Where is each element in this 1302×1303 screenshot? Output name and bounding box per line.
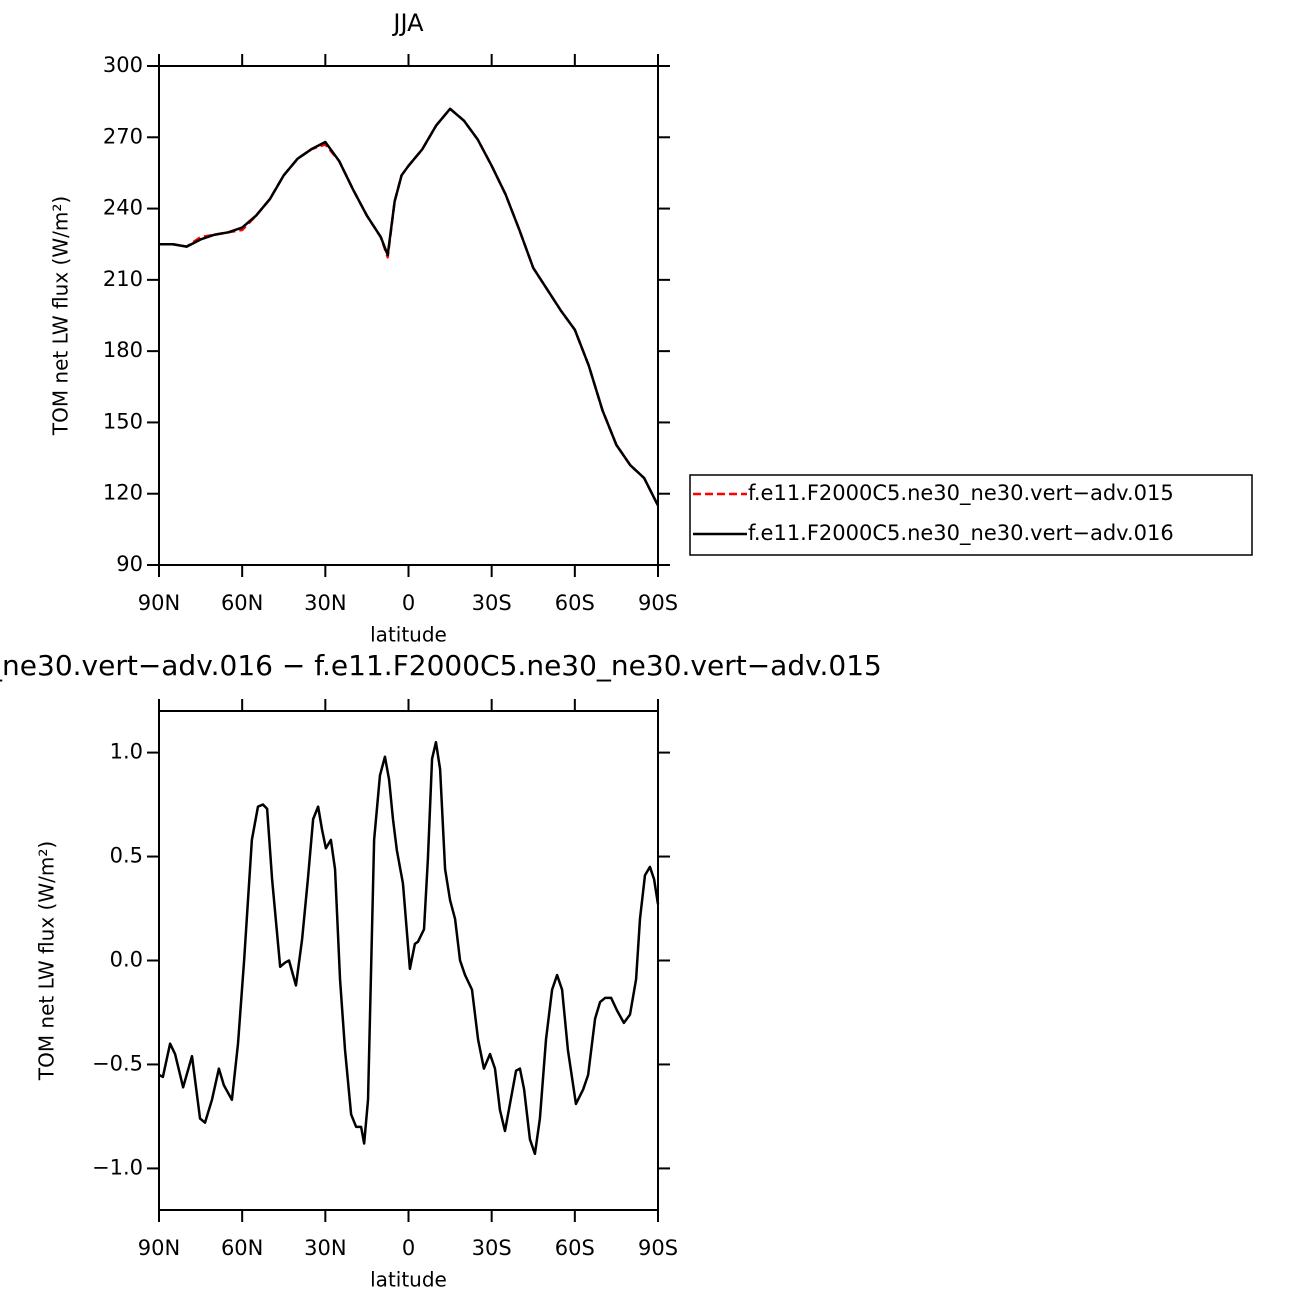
x-axis-label: latitude [370, 623, 447, 647]
chart-title: JJA [391, 9, 424, 37]
plot-frame [158, 65, 659, 566]
x-axis-label: latitude [370, 1268, 447, 1292]
legend-label: f.e11.F2000C5.ne30_ne30.vert−adv.016 [748, 521, 1174, 546]
plot-frame [158, 710, 659, 1211]
x-tick-label: 90N [138, 1236, 180, 1260]
y-tick-label: −1.0 [92, 1155, 143, 1179]
y-tick-label: 1.0 [110, 740, 143, 764]
x-tick-label: 30S [472, 591, 512, 615]
y-tick-label: 90 [116, 552, 143, 576]
y-tick-label: 180 [103, 338, 143, 362]
y-tick-label: 0.5 [110, 844, 143, 868]
x-tick-label: 90S [638, 591, 678, 615]
x-tick-label: 60S [555, 591, 595, 615]
x-tick-label: 0 [402, 1236, 415, 1260]
x-tick-label: 60N [221, 1236, 263, 1260]
series-line [159, 107, 660, 507]
x-tick-label: 60N [221, 591, 263, 615]
x-tick-label: 90S [638, 1236, 678, 1260]
x-tick-label: 30N [304, 591, 346, 615]
chart-title: e30_ne30.vert−adv.016 − f.e11.F2000C5.ne… [0, 649, 882, 682]
series-line [159, 107, 660, 507]
x-tick-label: 30S [472, 1236, 512, 1260]
legend-label: f.e11.F2000C5.ne30_ne30.vert−adv.015 [748, 481, 1174, 506]
y-axis-label: TOM net LW flux (W/m²) [35, 841, 59, 1081]
x-tick-label: 30N [304, 1236, 346, 1260]
x-tick-label: 60S [555, 1236, 595, 1260]
y-tick-label: 210 [103, 267, 143, 291]
y-tick-label: 0.0 [110, 948, 143, 972]
y-tick-label: 270 [103, 124, 143, 148]
y-tick-label: 240 [103, 196, 143, 220]
y-axis-label: TOM net LW flux (W/m²) [49, 196, 73, 436]
y-tick-label: −0.5 [92, 1051, 143, 1075]
y-tick-label: 150 [103, 409, 143, 433]
x-tick-label: 90N [138, 591, 180, 615]
y-tick-label: 300 [103, 53, 143, 77]
x-tick-label: 0 [402, 591, 415, 615]
series-line [158, 740, 660, 1156]
legend-box [689, 474, 1253, 556]
y-tick-label: 120 [103, 481, 143, 505]
